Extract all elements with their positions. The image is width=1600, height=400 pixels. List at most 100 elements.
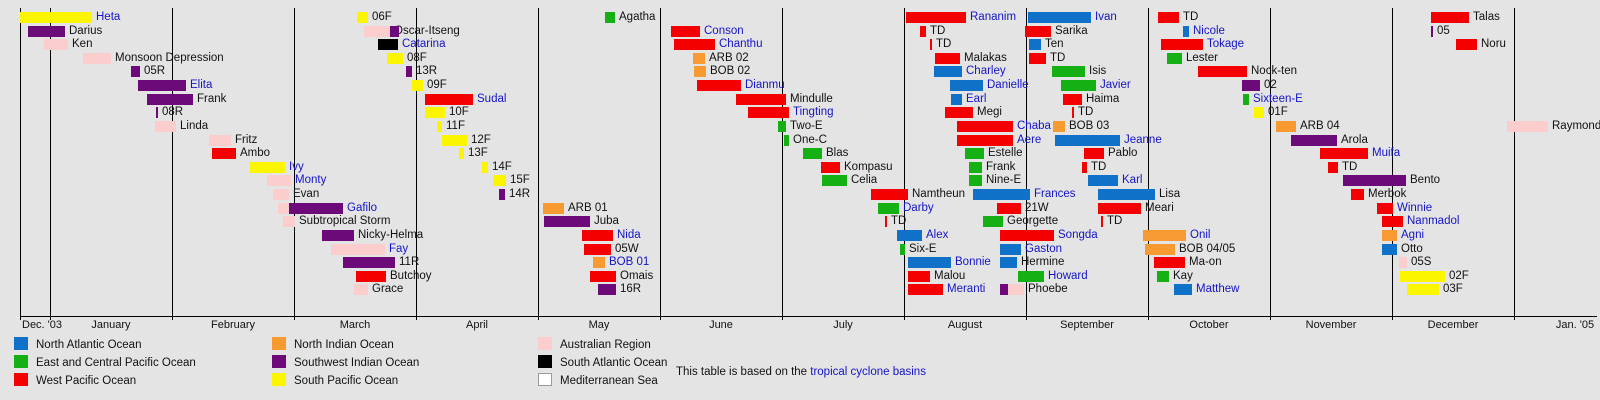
storm-name-link[interactable]: Conson xyxy=(704,24,744,37)
storm-bar xyxy=(784,134,789,146)
storm-bar xyxy=(1025,25,1051,37)
storm-name-link[interactable]: Tingting xyxy=(793,106,834,119)
legend-label: South Pacific Ocean xyxy=(294,375,399,387)
tropical-cyclone-basins-link[interactable]: tropical cyclone basins xyxy=(810,366,926,378)
storm-name-link[interactable]: Catarina xyxy=(402,38,446,51)
gridline xyxy=(538,8,539,316)
storm-bar xyxy=(885,216,887,228)
month-label: January xyxy=(91,319,131,331)
storm-name-link[interactable]: Aere xyxy=(1017,133,1042,146)
storm-name-link[interactable]: Earl xyxy=(966,92,987,105)
storm-name-label: TD xyxy=(1342,160,1358,173)
storm-bar xyxy=(1052,66,1085,78)
gridline xyxy=(660,8,661,316)
storm-bar xyxy=(1431,25,1433,37)
storm-name-label: Estelle xyxy=(988,147,1023,160)
timeline-row: Ken Catarina Chanthu TD Ten Tokage Noru xyxy=(0,38,1600,51)
month-label: December xyxy=(1427,319,1479,331)
timeline-row: Monty 15F Celia Nine-E Karl Bento xyxy=(0,174,1600,187)
storm-bar xyxy=(1382,243,1397,255)
cyclone-timeline-chart: Heta 06F Agatha Rananim Ivan TD Talas Darius Osc… xyxy=(0,8,1600,331)
storm-name-label: Haima xyxy=(1086,92,1120,105)
month-label: September xyxy=(1060,319,1114,331)
storm-name-link[interactable]: Jeanne xyxy=(1124,133,1162,146)
storm-name-link[interactable]: Onil xyxy=(1190,228,1211,241)
storm-name-link[interactable]: Gafilo xyxy=(347,201,378,214)
storm-bar xyxy=(973,189,1030,201)
storm-name-link[interactable]: Nanmadol xyxy=(1407,215,1460,228)
storm-name-link[interactable]: Muifa xyxy=(1372,147,1401,160)
storm-name-link[interactable]: Sixteen-E xyxy=(1253,92,1303,105)
storm-bar xyxy=(267,175,291,187)
storm-name-label: Otto xyxy=(1401,242,1423,255)
storm-bar xyxy=(674,39,715,51)
storm-bar xyxy=(1082,161,1087,173)
storm-bar xyxy=(437,120,442,132)
storm-bar xyxy=(357,12,368,23)
storm-name-link[interactable]: Sudal xyxy=(477,92,507,105)
storm-name-link[interactable]: Songda xyxy=(1058,228,1098,241)
storm-bar xyxy=(969,175,982,187)
timeline-row: Ivy 14F Kompasu Frank TD TD xyxy=(0,161,1600,174)
timeline-row: Fritz 12F One-C Aere Jeanne Arola xyxy=(0,134,1600,147)
storm-name-link[interactable]: Gaston xyxy=(1025,242,1063,255)
storm-bar xyxy=(957,134,1013,146)
storm-name-label: Monsoon Depression xyxy=(115,51,224,64)
storm-name-link[interactable]: BOB 01 xyxy=(609,256,650,269)
storm-bar xyxy=(1098,202,1141,214)
storm-name-link[interactable]: Darby xyxy=(903,201,934,214)
storm-name-link[interactable]: Heta xyxy=(96,11,121,23)
storm-bar xyxy=(1243,93,1249,105)
axis-tick xyxy=(416,313,417,320)
storm-name-link[interactable]: Agni xyxy=(1401,228,1425,241)
storm-name-label: ARB 01 xyxy=(568,201,608,214)
storm-bar xyxy=(1254,107,1264,119)
storm-name-link[interactable]: Chaba xyxy=(1017,119,1051,132)
storm-name-link[interactable]: Charley xyxy=(966,65,1006,78)
legend-swatch xyxy=(14,355,28,368)
legend-item: Mediterranean Sea xyxy=(538,372,667,390)
storm-name-link[interactable]: Monty xyxy=(295,174,327,187)
storm-name-link[interactable]: Javier xyxy=(1100,79,1131,92)
month-label: August xyxy=(947,319,983,331)
storm-name-link[interactable]: Alex xyxy=(926,228,949,241)
storm-name-link[interactable]: Frances xyxy=(1034,188,1076,201)
storm-name-link[interactable]: Fay xyxy=(389,242,409,255)
storm-name-label: Frank xyxy=(986,160,1016,173)
storm-name-link[interactable]: Dianmu xyxy=(745,79,785,92)
storm-name-label: Kay xyxy=(1173,269,1193,282)
storm-bar xyxy=(425,93,473,105)
storm-name-link[interactable]: Meranti xyxy=(947,283,986,296)
storm-name-link[interactable]: Tokage xyxy=(1207,38,1245,51)
storm-name-link[interactable]: Danielle xyxy=(987,79,1029,92)
storm-name-link[interactable]: Winnie xyxy=(1397,201,1433,214)
storm-name-link[interactable]: Karl xyxy=(1122,174,1143,187)
storm-bar xyxy=(155,120,176,132)
gridline xyxy=(904,8,905,316)
axis-tick xyxy=(50,313,51,320)
legend-swatch xyxy=(538,337,552,350)
storm-name-link[interactable]: Elita xyxy=(190,79,213,92)
storm-name-label: 14F xyxy=(492,160,512,173)
storm-name-link[interactable]: Nicole xyxy=(1193,24,1225,37)
storm-name-link[interactable]: Ivan xyxy=(1095,11,1117,23)
storm-name-link[interactable]: Matthew xyxy=(1196,283,1240,296)
legend-item: North Indian Ocean xyxy=(272,336,419,354)
storm-name-link[interactable]: Nida xyxy=(617,228,641,241)
storm-name-label: BOB 03 xyxy=(1069,119,1110,132)
legend-swatch xyxy=(14,373,28,386)
storm-name-link[interactable]: Howard xyxy=(1048,269,1088,282)
storm-name-label: Oscar-Itseng xyxy=(394,24,460,37)
gridline xyxy=(50,8,51,316)
storm-name-label: 16R xyxy=(620,283,642,296)
storm-bar xyxy=(544,216,590,228)
storm-name-label: Blas xyxy=(826,147,849,160)
timeline-row: Elita 09F Dianmu Danielle Javier 02 xyxy=(0,79,1600,92)
storm-name-link[interactable]: Rananim xyxy=(970,11,1017,23)
storm-bar xyxy=(378,39,398,51)
storm-name-link[interactable]: Chanthu xyxy=(719,38,763,51)
storm-name-link[interactable]: Ivy xyxy=(289,160,304,173)
month-label: Jan. '05 xyxy=(1555,319,1595,331)
legend-column: North Indian Ocean Southwest Indian Ocean… xyxy=(272,336,419,390)
storm-name-link[interactable]: Bonnie xyxy=(955,256,991,269)
